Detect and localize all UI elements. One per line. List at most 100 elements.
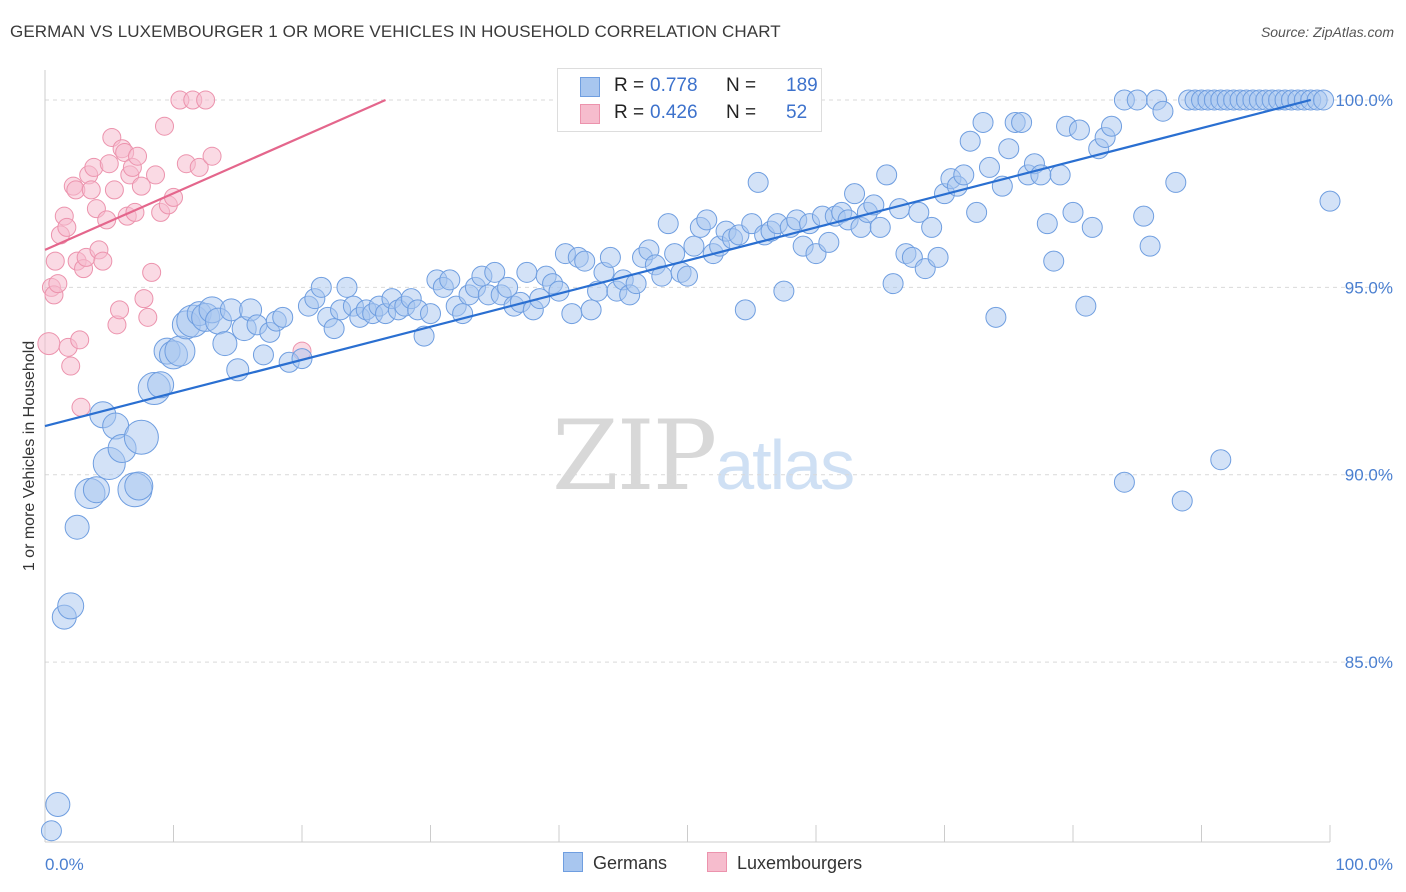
german-point [452,303,474,325]
german-point [1113,471,1135,493]
german-point [310,276,332,298]
german-point [1081,216,1103,238]
german-point [413,325,435,347]
chart-title: GERMAN VS LUXEMBOURGER 1 OR MORE VEHICLE… [10,22,781,41]
luxembourger-point [71,397,91,417]
german-point [1133,205,1155,227]
german-point [323,318,345,340]
n-label: N = [726,102,757,123]
german-point [439,269,461,291]
german-point [1139,235,1161,257]
germans-swatch [580,77,600,97]
german-point [1126,89,1148,111]
german-point [164,335,196,367]
germans-trendline [44,98,1311,428]
luxembourger-point [128,146,148,166]
german-point [876,164,898,186]
german-point [696,209,718,231]
german-point [1210,449,1232,471]
r-value: 0.778 [650,75,698,96]
german-point [863,194,885,216]
luxembourger-point [110,300,130,320]
german-point [82,476,110,504]
luxembourgers-swatch [580,104,600,124]
n-value: 189 [786,75,818,96]
luxembourger-point [45,251,65,271]
german-point [336,276,358,298]
german-point [773,280,795,302]
german-point [978,156,1000,178]
german-point [985,306,1007,328]
luxembourgers-points [37,90,312,417]
luxembourger-point [202,146,222,166]
luxembourger-point [61,356,81,376]
german-point [1011,111,1033,133]
german-point [1101,115,1123,137]
german-point [1043,250,1065,272]
luxembourger-point [142,262,162,282]
luxembourger-point [134,289,154,309]
german-point [291,348,313,370]
n-value: 52 [786,102,808,123]
grid-layer [45,99,1390,663]
german-point [972,111,994,133]
luxembourger-point [155,116,175,136]
luxembourgers-legend-label: Luxembourgers [737,853,863,873]
luxembourger-point [146,165,166,185]
tick-labels: 100.0% 95.0% 90.0% 85.0% 0.0% 100.0% 1 or more… [21,91,1393,874]
n-label: N = [726,75,757,96]
german-point [420,303,441,325]
german-point [497,276,519,298]
r-value: 0.426 [650,102,698,123]
luxembourger-point [70,330,90,350]
legend-item-luxembourgers[interactable]: Luxembourgers [707,852,862,874]
german-point [734,299,756,321]
german-point [1062,201,1084,223]
y-tick-label: 90.0% [1345,466,1393,485]
german-point [664,243,686,265]
german-point [599,246,621,268]
german-point [1165,171,1187,193]
german-point [657,213,679,235]
german-point [45,792,71,818]
luxembourger-point [93,251,113,271]
german-point [966,201,988,223]
trendlines [44,98,1311,428]
german-point [1036,213,1058,235]
german-point [580,299,602,321]
watermark-atlas: atlas [715,426,855,504]
german-point [677,265,698,287]
luxembourger-point [57,217,77,237]
german-point [123,419,159,455]
luxembourger-point [104,180,124,200]
luxembourger-point [189,157,209,177]
german-point [1049,164,1071,186]
luxembourger-point [81,180,101,200]
german-point [516,261,538,283]
luxembourgers-legend-swatch [707,852,727,872]
stats-legend: R = 0.778 N = 189 R = 0.426 N = 52 [557,68,822,132]
german-point [1152,100,1174,122]
german-point [1319,190,1341,212]
german-point [1171,490,1193,512]
watermark: ZIPatlas [552,400,855,512]
german-point [1075,295,1097,317]
german-point [747,171,769,193]
watermark-zip: ZIP [552,400,717,512]
luxembourger-point [196,90,216,110]
german-point [252,344,274,366]
german-point [57,592,85,620]
x-tick-label-min: 0.0% [45,855,84,874]
german-point [147,371,175,399]
german-point [908,201,930,223]
german-point [484,261,506,283]
luxembourger-point [131,176,151,196]
german-point [1313,89,1335,111]
german-point [921,216,943,238]
german-point [683,235,705,257]
german-point [574,250,596,272]
y-tick-label: 100.0% [1335,91,1393,110]
legend-item-germans[interactable]: Germans [563,852,667,874]
r-label: R = [614,75,645,96]
